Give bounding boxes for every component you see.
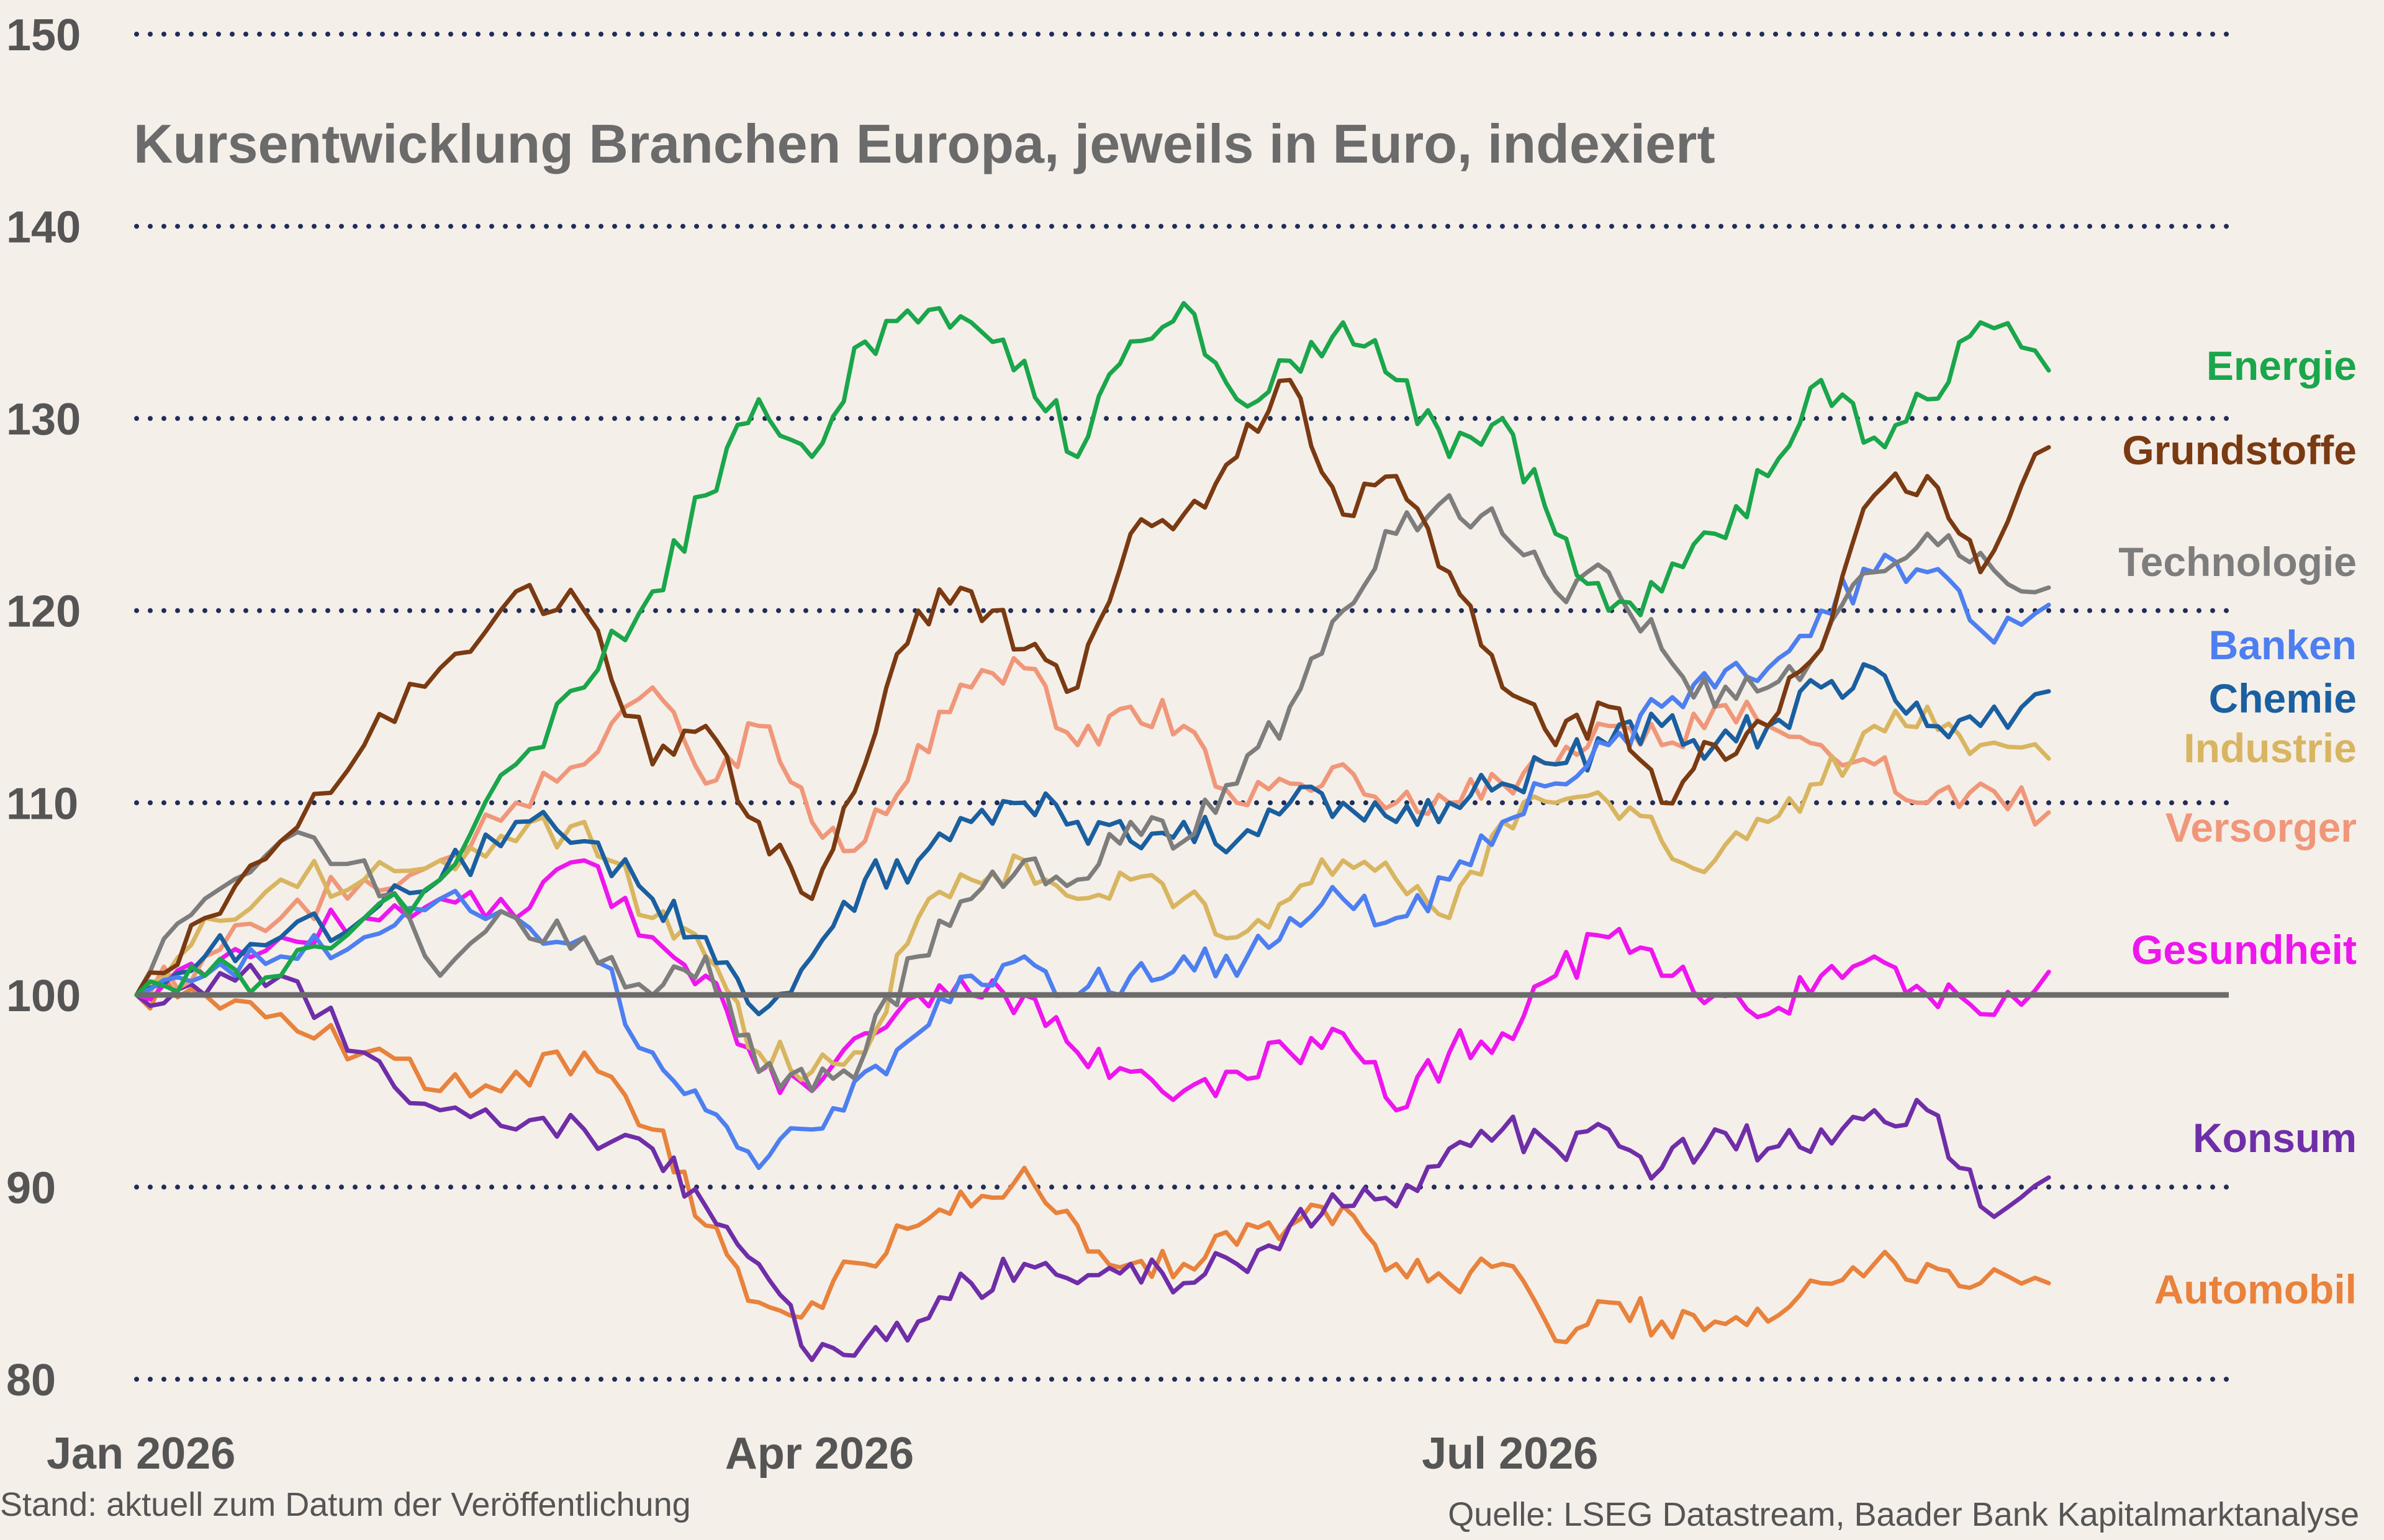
x-axis-ticks: Jan 2026 Apr 2026 Jul 2026	[47, 1429, 1598, 1479]
series-line-grundstoffe	[134, 377, 2051, 997]
series-line-konsum	[134, 963, 2051, 1362]
series-label-grundstoffe: Grundstoffe	[2122, 427, 2357, 473]
series-line-technologie	[134, 493, 2051, 1094]
series-labels: Energie Grundstoffe Technologie Banken Chemi…	[2118, 343, 2357, 1312]
series-lines	[134, 300, 2051, 1362]
series-label-banken: Banken	[2209, 622, 2357, 668]
series-line-versorger	[134, 655, 2051, 997]
y-tick-120: 120	[6, 587, 81, 637]
series-label-industrie: Industrie	[2183, 725, 2357, 771]
series-label-technologie: Technologie	[2118, 539, 2357, 585]
y-tick-110: 110	[6, 779, 78, 829]
footer-status: Stand: aktuell zum Datum der Veröffentli…	[0, 1486, 691, 1523]
series-label-chemie: Chemie	[2209, 675, 2357, 721]
x-tick-0: Jan 2026	[47, 1429, 235, 1479]
series-label-versorger: Versorger	[2165, 804, 2357, 850]
y-tick-100: 100	[6, 971, 81, 1021]
x-tick-2: Jul 2026	[1422, 1429, 1598, 1479]
y-axis-ticks: 80 90 100 110 120 130 140 150	[6, 11, 81, 1405]
series-line-industrie	[134, 705, 2051, 1083]
series-label-gesundheit: Gesundheit	[2131, 927, 2357, 973]
y-tick-140: 140	[6, 203, 81, 253]
footer-source: Quelle: LSEG Datastream, Baader Bank Kap…	[1448, 1496, 2359, 1533]
series-line-gesundheit	[134, 858, 2051, 1113]
series-line-banken	[134, 552, 2051, 1170]
series-line-energie	[134, 300, 2051, 997]
chart-title: Kursentwicklung Branchen Europa, jeweils…	[133, 113, 1715, 174]
y-tick-150: 150	[6, 11, 81, 60]
x-tick-1: Apr 2026	[725, 1429, 914, 1479]
y-tick-90: 90	[6, 1163, 56, 1213]
y-tick-130: 130	[6, 395, 81, 444]
series-line-chemie	[134, 662, 2051, 1017]
y-tick-80: 80	[6, 1356, 56, 1405]
series-label-automobil: Automobil	[2154, 1266, 2357, 1312]
series-label-konsum: Konsum	[2193, 1115, 2357, 1161]
series-label-energie: Energie	[2206, 343, 2357, 389]
